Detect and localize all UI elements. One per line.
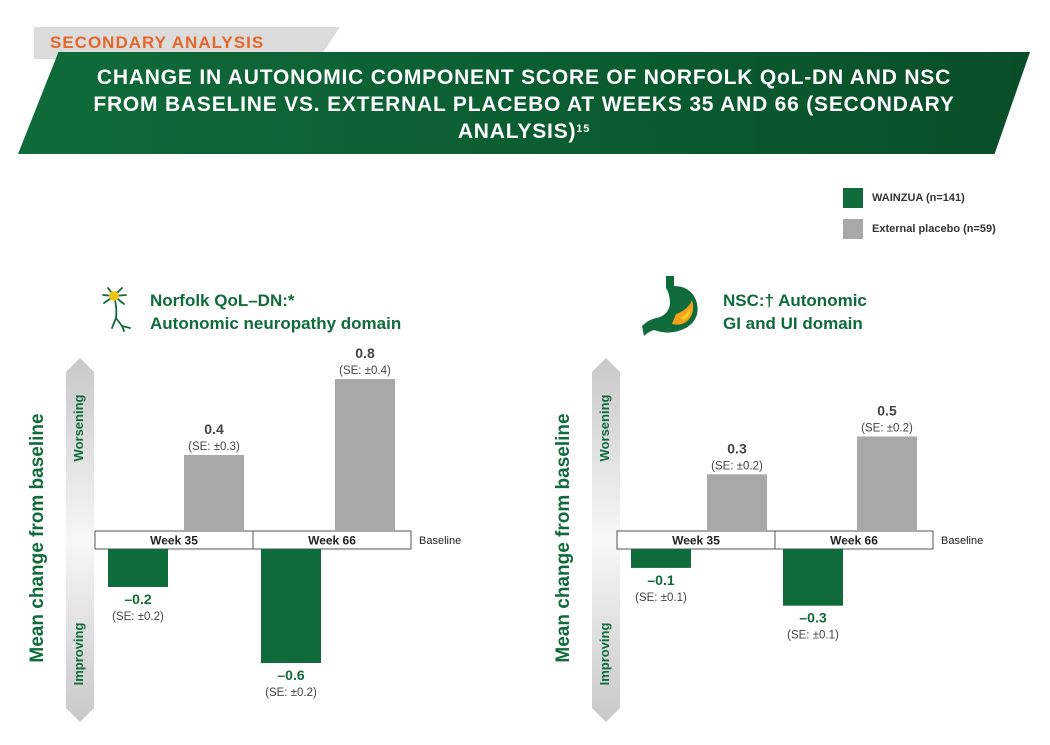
nsc-bar-placebo-2	[857, 436, 917, 531]
nsc-baseline-label: Baseline	[941, 535, 983, 547]
legend-item-wainzua: WAINZUA (n=141)	[843, 188, 965, 208]
stomach-icon	[642, 276, 698, 336]
title-footnote-ref: 15	[576, 123, 591, 135]
norfolk-se-label-placebo-2: (SE: ±0.4)	[339, 365, 391, 377]
norfolk-value-label-wainzua-2: –0.6	[277, 667, 304, 683]
norfolk-bar-wainzua-1	[108, 549, 168, 587]
chart-title-text: CHANGE IN AUTONOMIC COMPONENT SCORE OF N…	[93, 66, 955, 143]
nsc-value-label-placebo-2: 0.5	[877, 403, 897, 419]
title-banner: CHANGE IN AUTONOMIC COMPONENT SCORE OF N…	[18, 52, 1030, 154]
nsc-bar-placebo-1	[707, 474, 767, 531]
legend-label-placebo: External placebo (n=59)	[872, 223, 996, 235]
norfolk-bar-placebo-2	[335, 379, 395, 531]
nsc-se-label-placebo-2: (SE: ±0.2)	[861, 423, 913, 435]
nsc-category-label-1: Week 35	[672, 534, 720, 548]
nsc-bar-wainzua-2	[783, 549, 843, 606]
panel2-title-line1: NSC:† Autonomic	[723, 291, 867, 310]
panel1-title: Norfolk QoL–DN:* Autonomic neuropathy do…	[150, 289, 401, 335]
nsc-value-label-placebo-1: 0.3	[727, 440, 747, 456]
panel1-title-line2: Autonomic neuropathy domain	[150, 314, 402, 333]
panel2-title-line2: GI and UI domain	[723, 314, 863, 333]
nsc-se-label-wainzua-2: (SE: ±0.1)	[787, 630, 839, 642]
nsc-bar-wainzua-1	[631, 549, 691, 568]
norfolk-se-label-placebo-1: (SE: ±0.3)	[188, 441, 240, 453]
nsc-category-label-2: Week 66	[830, 534, 878, 548]
legend-swatch-placebo	[843, 219, 863, 239]
norfolk-category-label-1: Week 35	[150, 534, 198, 548]
legend-swatch-wainzua	[843, 188, 863, 208]
nsc-value-label-wainzua-1: –0.1	[647, 572, 674, 588]
norfolk-se-label-wainzua-1: (SE: ±0.2)	[112, 611, 164, 623]
neuron-icon	[102, 287, 131, 332]
nsc-se-label-wainzua-1: (SE: ±0.1)	[635, 592, 687, 604]
norfolk-value-label-wainzua-1: –0.2	[124, 591, 151, 607]
axis-arrow-left	[66, 358, 94, 722]
norfolk-value-label-placebo-2: 0.8	[355, 345, 375, 361]
norfolk-se-label-wainzua-2: (SE: ±0.2)	[265, 687, 317, 699]
legend-label-wainzua: WAINZUA (n=141)	[872, 192, 965, 204]
norfolk-bar-wainzua-2	[261, 549, 321, 663]
legend-item-placebo: External placebo (n=59)	[843, 219, 996, 239]
section-tab-label: SECONDARY ANALYSIS	[50, 33, 265, 52]
chart-title: CHANGE IN AUTONOMIC COMPONENT SCORE OF N…	[78, 64, 970, 145]
norfolk-baseline-label: Baseline	[419, 535, 461, 547]
axis-arrow-right	[592, 358, 620, 722]
panel2-title: NSC:† Autonomic GI and UI domain	[723, 289, 867, 335]
nsc-se-label-placebo-1: (SE: ±0.2)	[711, 460, 763, 472]
norfolk-category-label-2: Week 66	[308, 534, 356, 548]
norfolk-bar-placebo-1	[184, 455, 244, 531]
norfolk-value-label-placebo-1: 0.4	[204, 421, 224, 437]
nsc-value-label-wainzua-2: –0.3	[799, 610, 826, 626]
panel1-title-line1: Norfolk QoL–DN:*	[150, 291, 295, 310]
